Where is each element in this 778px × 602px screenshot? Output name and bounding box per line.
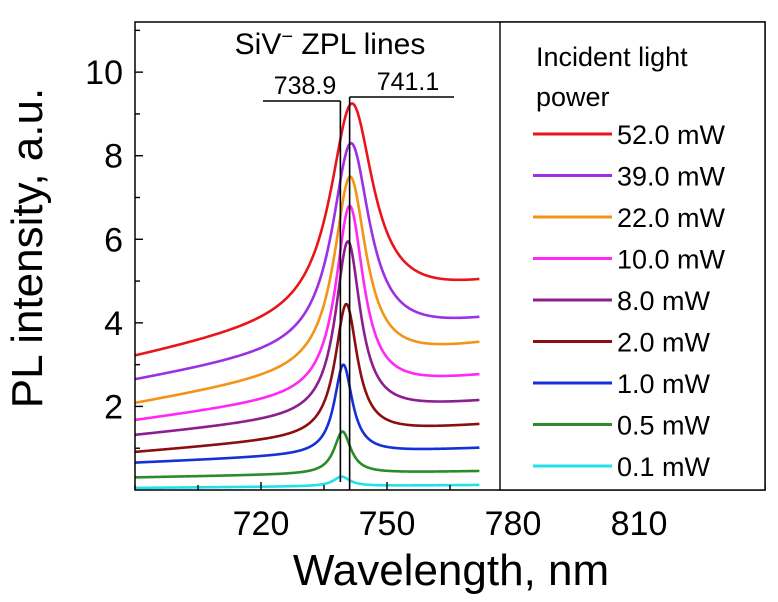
legend-label-0: 52.0 mW [617,120,726,150]
legend-title-line1: Incident light [536,42,688,72]
legend-label-7: 0.5 mW [617,411,711,441]
y-tick-label: 10 [85,54,123,92]
x-axis-label: Wavelength, nm [293,546,609,595]
x-tick-label: 810 [611,505,668,543]
y-tick-label: 4 [104,305,123,343]
series-line-1 [134,141,480,381]
series-line-2 [134,175,480,405]
legend-label-6: 1.0 mW [617,369,711,399]
series-line-3 [134,204,480,422]
legend-label-1: 39.0 mW [617,162,726,192]
zpl-label-right: 741.1 [377,68,440,96]
series-line-5 [134,302,480,454]
series-line-0 [134,102,480,357]
legend-box [499,21,766,491]
legend-title-line2: power [536,82,610,112]
x-tick-label: 750 [359,505,416,543]
legend-label-4: 8.0 mW [617,286,711,316]
legend-label-3: 10.0 mW [617,245,726,275]
x-tick-label: 780 [485,505,542,543]
legend: Incident light power 52.0 mW 39.0 mW 22.0 … [499,21,766,491]
y-tick-label: 8 [104,138,123,176]
series-line-8 [134,475,480,490]
zpl-annotation: SiV− ZPL lines 738.9 741.1 [235,26,454,490]
y-axis-label: PL intensity, a.u. [3,88,52,408]
series-line-6 [134,363,480,464]
zpl-annotation-title: SiV− ZPL lines [235,26,426,61]
legend-label-8: 0.1 mW [617,452,711,482]
series-line-4 [134,240,480,437]
x-tick-label: 720 [233,505,290,543]
spectra-curves [134,102,480,490]
legend-label-2: 22.0 mW [617,203,726,233]
y-tick-label: 2 [104,388,123,426]
series-line-7 [134,430,480,479]
y-tick-label: 6 [104,221,123,259]
zpl-label-left: 738.9 [274,72,337,100]
legend-label-5: 2.0 mW [617,328,711,358]
